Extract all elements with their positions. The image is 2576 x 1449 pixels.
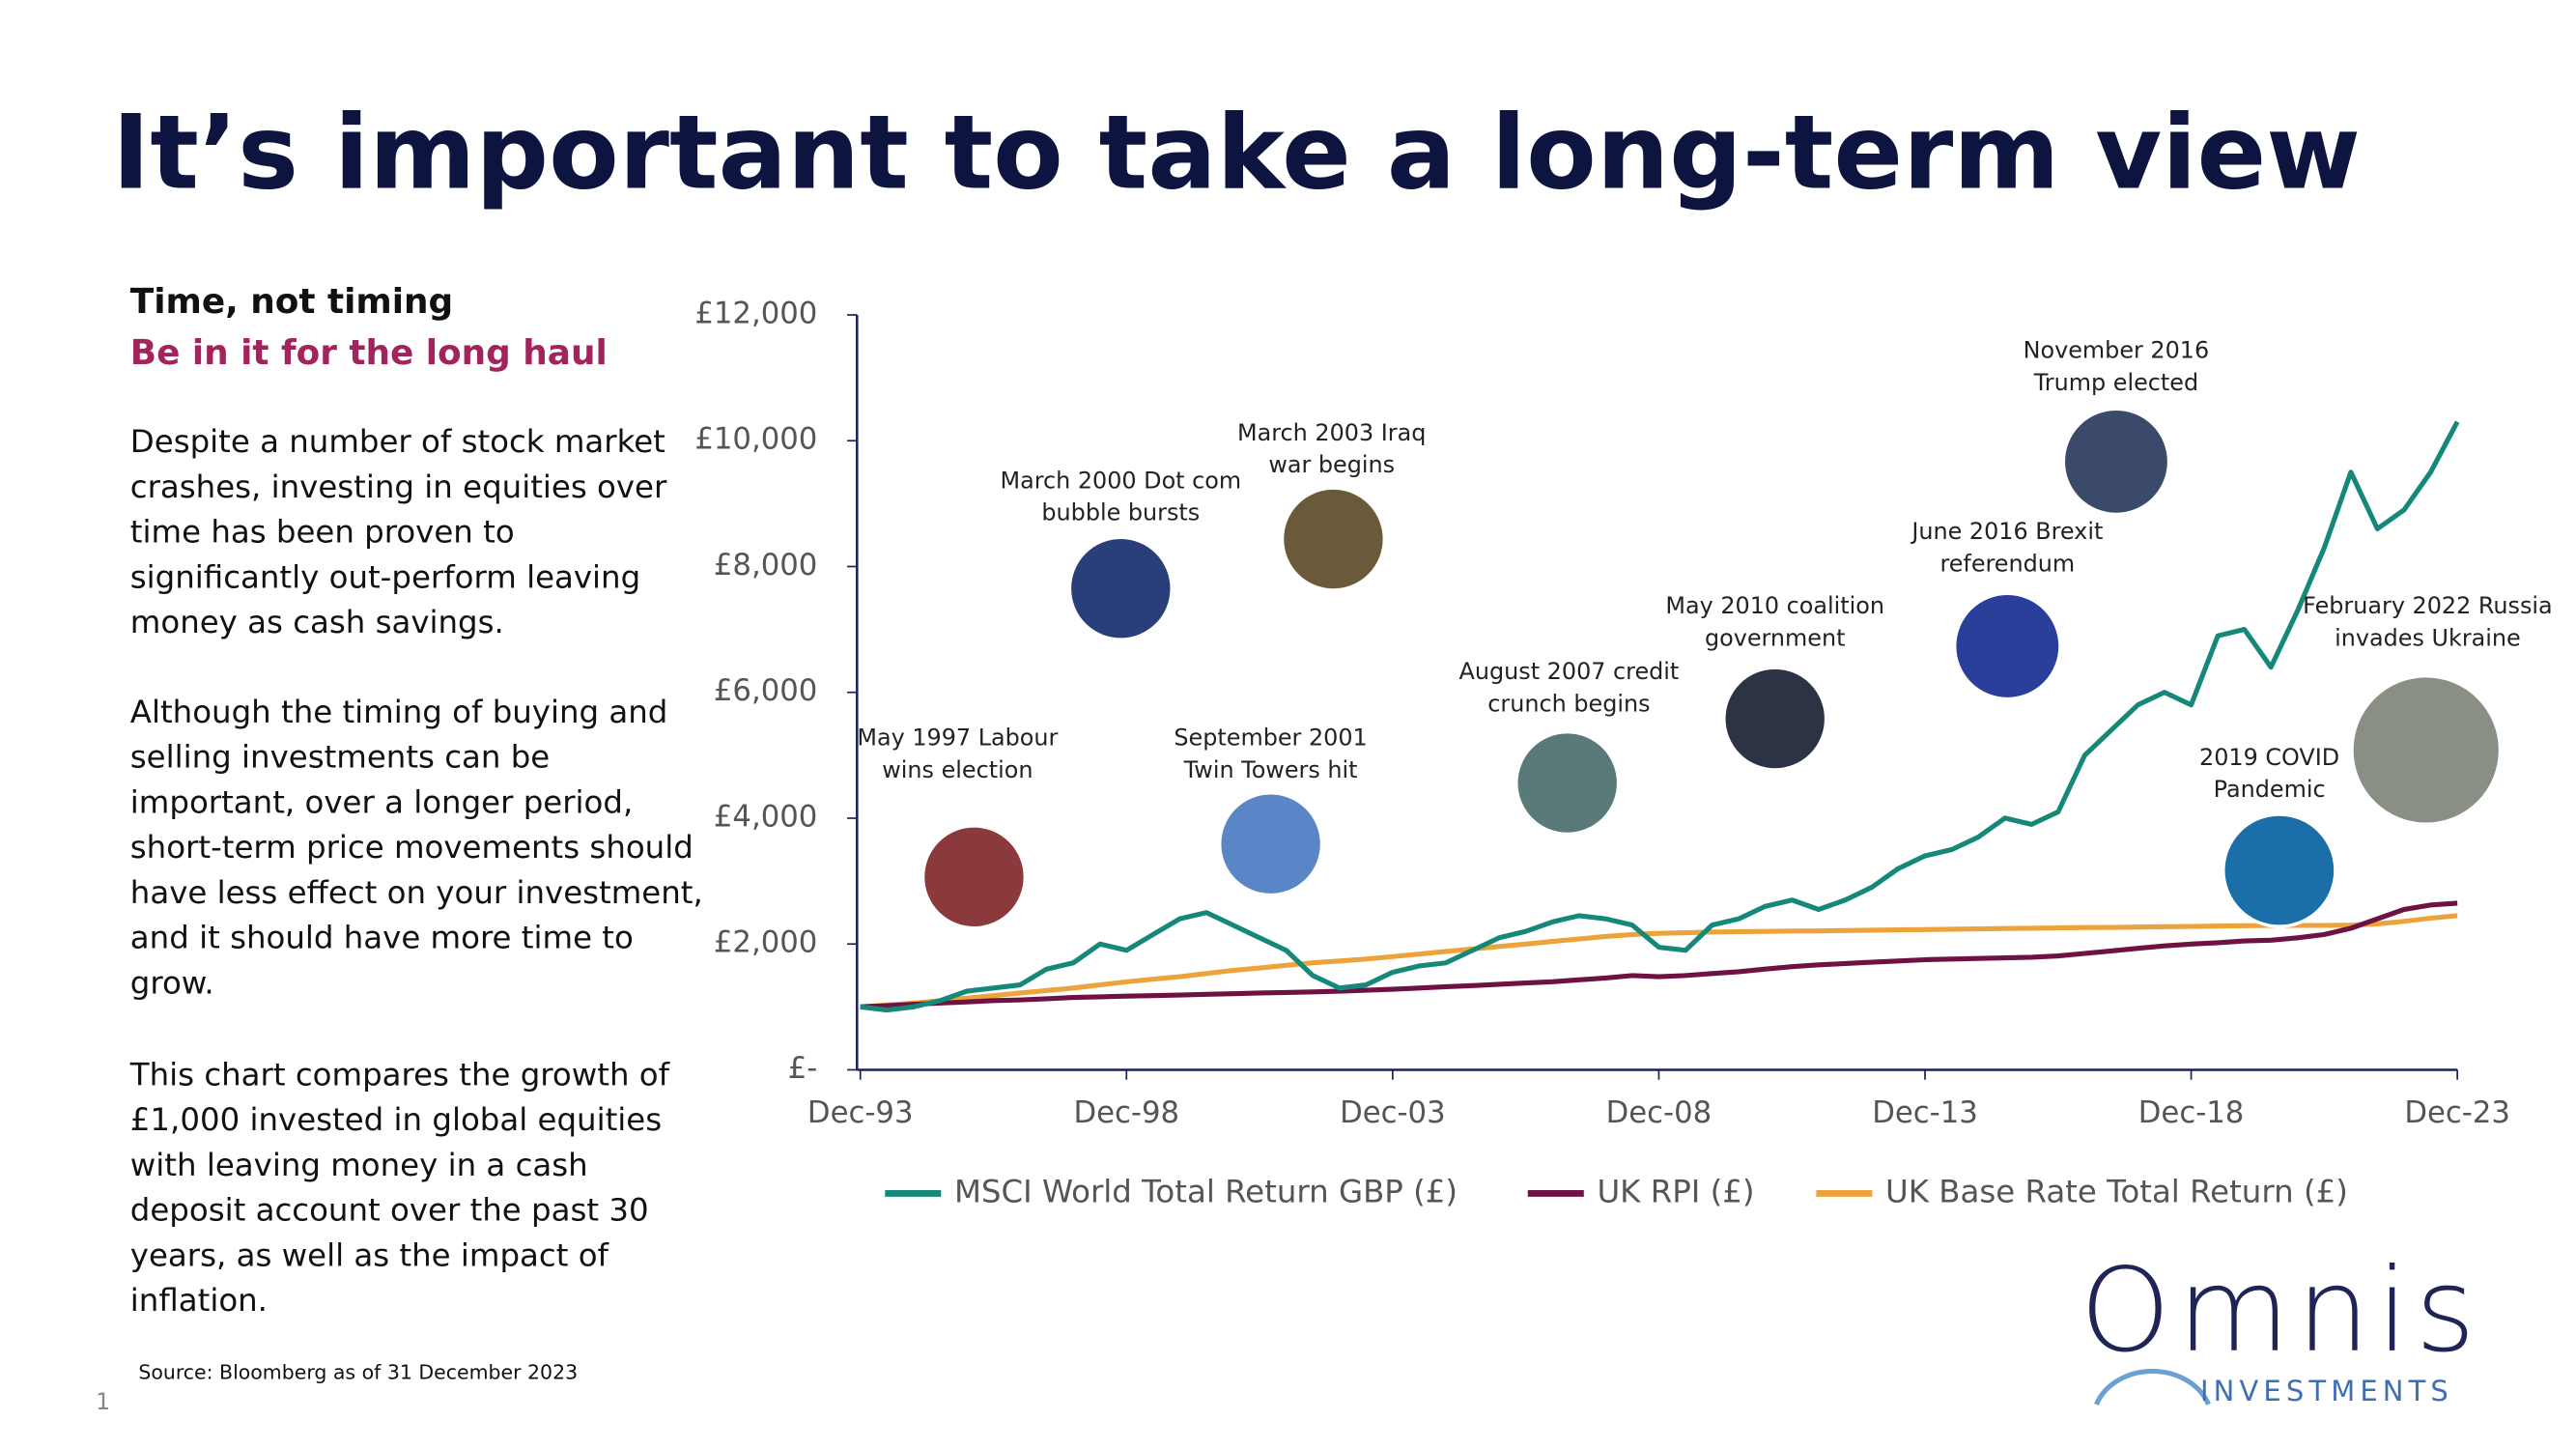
body-text: significantly out-perform leaving (130, 558, 640, 595)
series-line (860, 913, 2458, 1009)
annotation-text: August 2007 credit (1459, 658, 1680, 685)
legend-label: MSCI World Total Return GBP (£) (954, 1173, 1458, 1209)
annotation-text: March 2000 Dot com (1000, 467, 1241, 494)
body-text: money as cash savings. (130, 604, 504, 640)
annotation-text: September 2001 (1174, 724, 1367, 752)
annotation-text: Trump elected (2033, 369, 2198, 396)
body-text: crashes, investing in equities over (130, 469, 667, 505)
x-tick-label: Dec-23 (2404, 1095, 2510, 1130)
sidebar-heading: Time, not timing (130, 282, 453, 322)
body-text: grow. (130, 964, 214, 1001)
x-tick-label: Dec-03 (1340, 1095, 1446, 1130)
series-line (860, 420, 2460, 1013)
body-text: This chart compares the growth of (129, 1056, 671, 1093)
annotation-text: 2019 COVID (2199, 744, 2339, 771)
body-text: selling investments can be (130, 739, 550, 776)
annotation-text: May 2010 coalition (1665, 592, 1884, 619)
body-text: short-term price movements should (130, 829, 694, 866)
x-tick-label: Dec-18 (2138, 1095, 2245, 1130)
annotation-image (1953, 591, 2062, 701)
body-text: important, over a longer period, (130, 783, 633, 820)
y-tick-label: £4,000 (714, 799, 817, 834)
annotation-text: wins election (882, 756, 1033, 783)
body-text: with leaving money in a cash (130, 1147, 588, 1183)
annotation-text: war begins (1268, 451, 1395, 478)
body-text: and it should have more time to (130, 920, 634, 956)
y-tick-label: £8,000 (714, 548, 817, 582)
body-text: deposit account over the past 30 (130, 1192, 649, 1229)
annotation-text: government (1705, 624, 1846, 651)
body-text: Despite a number of stock market (130, 423, 665, 460)
body-text: have less effect on your investment, (130, 874, 703, 911)
annotation-image (1217, 791, 1324, 897)
y-tick-label: £2,000 (714, 925, 817, 960)
annotation-image (2222, 812, 2337, 928)
y-tick-label: £- (788, 1051, 818, 1086)
annotation-image (1067, 535, 1174, 641)
x-tick-label: Dec-98 (1073, 1095, 1179, 1130)
annotation-text: June 2016 Brexit (1910, 518, 2103, 545)
slide-title: It’s important to take a long-term view (112, 93, 2361, 212)
annotation-image (920, 824, 1028, 930)
x-tick-label: Dec-13 (1872, 1095, 1978, 1130)
source-note: Source: Bloomberg as of 31 December 2023 (138, 1360, 578, 1383)
body-text: years, as well as the impact of (130, 1236, 610, 1273)
page-number: 1 (96, 1388, 110, 1415)
y-tick-label: £10,000 (694, 422, 817, 457)
logo: Omnis (2080, 1244, 2476, 1378)
annotation-text: Twin Towers hit (1183, 756, 1358, 783)
annotation-image (2061, 407, 2171, 517)
sidebar-subheading: Be in it for the long haul (130, 333, 608, 373)
body-text: Although the timing of buying and (130, 694, 668, 730)
x-tick-label: Dec-93 (807, 1095, 914, 1130)
y-tick-label: £6,000 (714, 673, 817, 708)
annotation-text: November 2016 (2024, 337, 2210, 364)
annotation-image (2350, 673, 2503, 826)
annotation-text: invades Ukraine (2335, 624, 2521, 651)
annotation-text: March 2003 Iraq (1237, 419, 1426, 446)
annotation-text: May 1997 Labour (857, 724, 1058, 752)
annotation-image (1514, 729, 1621, 837)
annotation-image (1280, 486, 1387, 592)
annotation-text: referendum (1939, 550, 2075, 577)
y-tick-label: £12,000 (694, 296, 817, 330)
x-tick-label: Dec-08 (1606, 1095, 1713, 1130)
annotation-image (1722, 666, 1828, 772)
logo-arc (2094, 1368, 2211, 1406)
annotation-text: Pandemic (2214, 776, 2326, 803)
body-text: time has been proven to (130, 514, 515, 551)
logo-subtitle: INVESTMENTS (2200, 1375, 2453, 1407)
legend-label: UK RPI (£) (1597, 1173, 1754, 1209)
annotation-text: bubble bursts (1041, 499, 1200, 526)
annotation-text: February 2022 Russia (2303, 592, 2553, 619)
series-line (860, 900, 2458, 1009)
legend-label: UK Base Rate Total Return (£) (1885, 1173, 2348, 1209)
body-text: inflation. (130, 1282, 268, 1319)
body-text: £1,000 invested in global equities (130, 1101, 662, 1138)
annotation-text: crunch begins (1487, 691, 1650, 718)
